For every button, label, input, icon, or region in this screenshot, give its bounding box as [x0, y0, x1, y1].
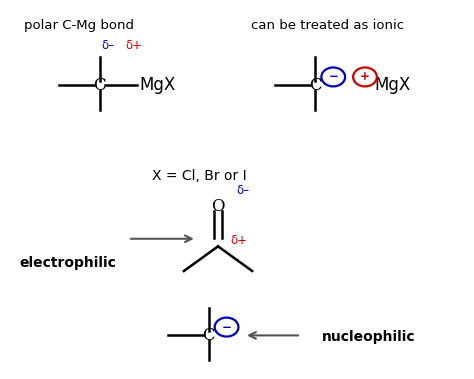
Text: can be treated as ionic: can be treated as ionic — [251, 19, 404, 32]
Text: δ–: δ– — [101, 39, 114, 52]
Text: electrophilic: electrophilic — [19, 257, 116, 270]
Text: C: C — [309, 77, 321, 94]
Text: δ+: δ+ — [230, 234, 247, 247]
Text: MgX: MgX — [140, 76, 176, 94]
Text: C: C — [202, 327, 215, 344]
Text: MgX: MgX — [374, 76, 410, 94]
Text: −: − — [222, 321, 231, 334]
Text: +: + — [360, 70, 370, 83]
Text: polar C-Mg bond: polar C-Mg bond — [24, 19, 134, 32]
Text: X = Cl, Br or I: X = Cl, Br or I — [152, 169, 246, 183]
Text: δ–: δ– — [236, 184, 249, 197]
Text: −: − — [328, 70, 338, 83]
Text: C: C — [93, 77, 106, 94]
Text: δ+: δ+ — [126, 39, 143, 52]
Text: nucleophilic: nucleophilic — [322, 330, 416, 344]
Text: O: O — [211, 198, 225, 215]
